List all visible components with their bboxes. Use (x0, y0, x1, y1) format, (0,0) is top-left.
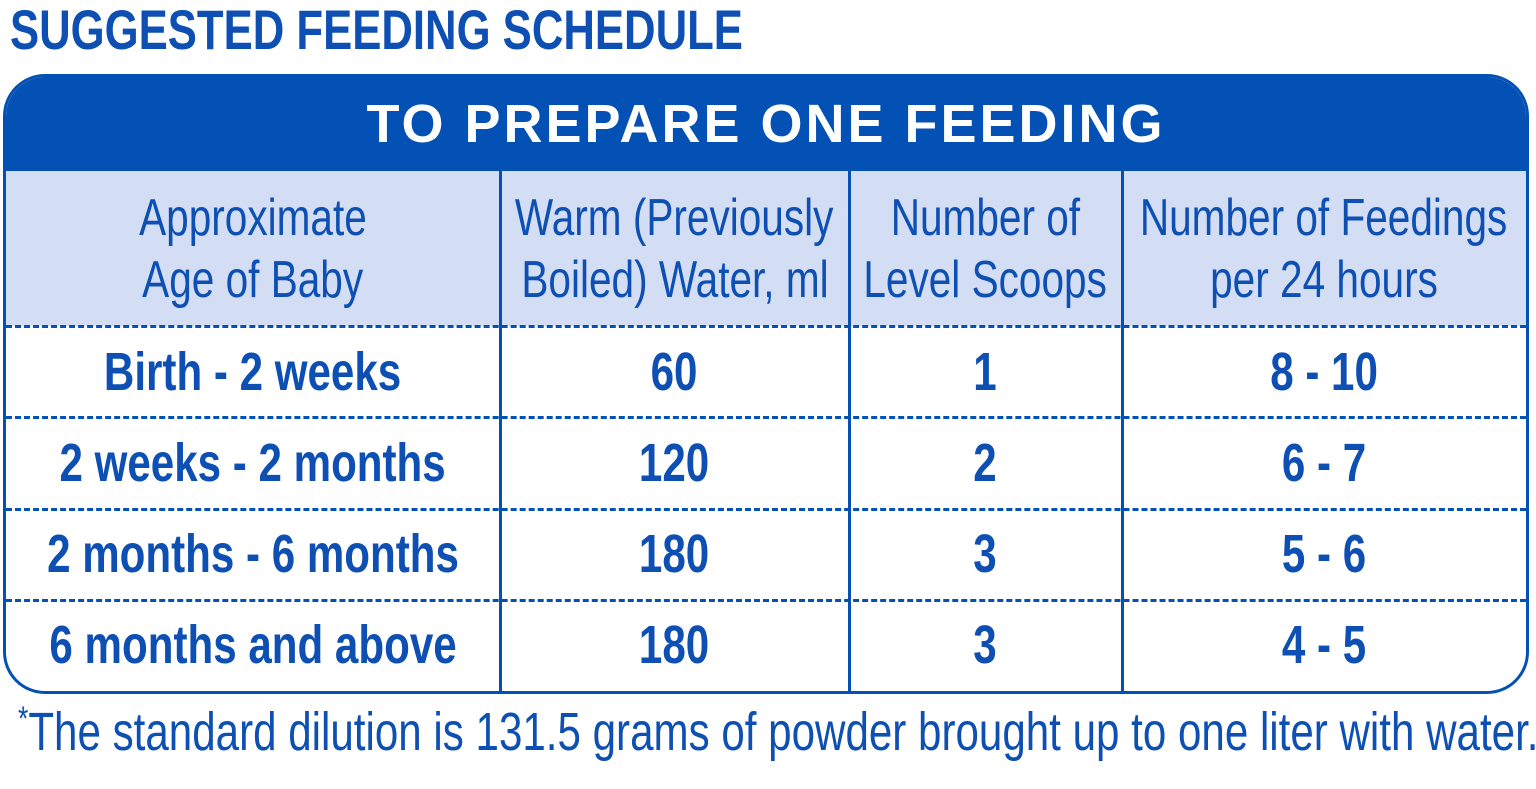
header-cell: Number of Feedings per 24 hours (1122, 171, 1526, 326)
table-caption: TO PREPARE ONE FEEDING (6, 77, 1526, 171)
column-divider (848, 171, 851, 691)
row-divider (6, 416, 1526, 420)
cell-text: 6 - 7 (1281, 432, 1367, 493)
header-line: Approximate (139, 188, 367, 247)
cell-text: 180 (639, 615, 710, 676)
header-line: Boiled) Water, ml (520, 250, 829, 309)
table-cell: 1 (849, 326, 1122, 417)
header-line: Number of Feedings (1140, 188, 1508, 247)
table-cell: 8 - 10 (1122, 326, 1526, 417)
column-divider (499, 171, 502, 691)
table-cell: 6 months and above (6, 600, 500, 691)
table-cell: 120 (500, 417, 849, 508)
cell-text: 60 (651, 341, 698, 402)
table-cell: 180 (500, 600, 849, 691)
table-cell: 4 - 5 (1122, 600, 1526, 691)
table-cell: 60 (500, 326, 849, 417)
cell-text: 4 - 5 (1281, 615, 1367, 676)
table-cell: 2 (849, 417, 1122, 508)
cell-text: 2 (973, 432, 998, 493)
column-divider (1121, 171, 1124, 691)
cell-text: 3 (973, 615, 998, 676)
cell-text: 5 - 6 (1281, 524, 1367, 585)
header-cell: Number of Level Scoops (849, 171, 1122, 326)
row-divider (6, 507, 1526, 511)
header-line: Number of (890, 188, 1081, 247)
header-cell: Approximate Age of Baby (6, 171, 500, 326)
table-cell: 3 (849, 600, 1122, 691)
header-line: per 24 hours (1210, 250, 1438, 309)
table-cell: 6 - 7 (1122, 417, 1526, 508)
footnote-text: The standard dilution is 131.5 grams of … (28, 702, 1536, 762)
table-cell: 2 months - 6 months (6, 509, 500, 600)
header-cell: Warm (Previously Boiled) Water, ml (500, 171, 849, 326)
row-divider (6, 325, 1526, 328)
table-cell: 180 (500, 509, 849, 600)
header-line: Level Scoops (863, 250, 1108, 309)
table-cell: 5 - 6 (1122, 509, 1526, 600)
header-line: Warm (Previously (515, 188, 834, 247)
footnote-marker: * (18, 700, 29, 738)
cell-text: Birth - 2 weeks (104, 341, 402, 402)
footnote: *The standard dilution is 131.5 grams of… (18, 700, 1536, 780)
feeding-table: TO PREPARE ONE FEEDING Approximate Age of… (3, 74, 1529, 694)
table-cell: Birth - 2 weeks (6, 326, 500, 417)
cell-text: 3 (973, 524, 998, 585)
header-line: Age of Baby (142, 250, 364, 309)
cell-text: 8 - 10 (1270, 341, 1378, 402)
cell-text: 6 months and above (49, 615, 457, 676)
cell-text: 120 (639, 432, 710, 493)
table-cell: 3 (849, 509, 1122, 600)
title: SUGGESTED FEEDING SCHEDULE (10, 0, 743, 61)
cell-text: 2 months - 6 months (47, 524, 459, 585)
cell-text: 180 (639, 524, 710, 585)
cell-text: 2 weeks - 2 months (59, 432, 447, 493)
table-cell: 2 weeks - 2 months (6, 417, 500, 508)
cell-text: 1 (973, 341, 998, 402)
row-divider (6, 598, 1526, 602)
